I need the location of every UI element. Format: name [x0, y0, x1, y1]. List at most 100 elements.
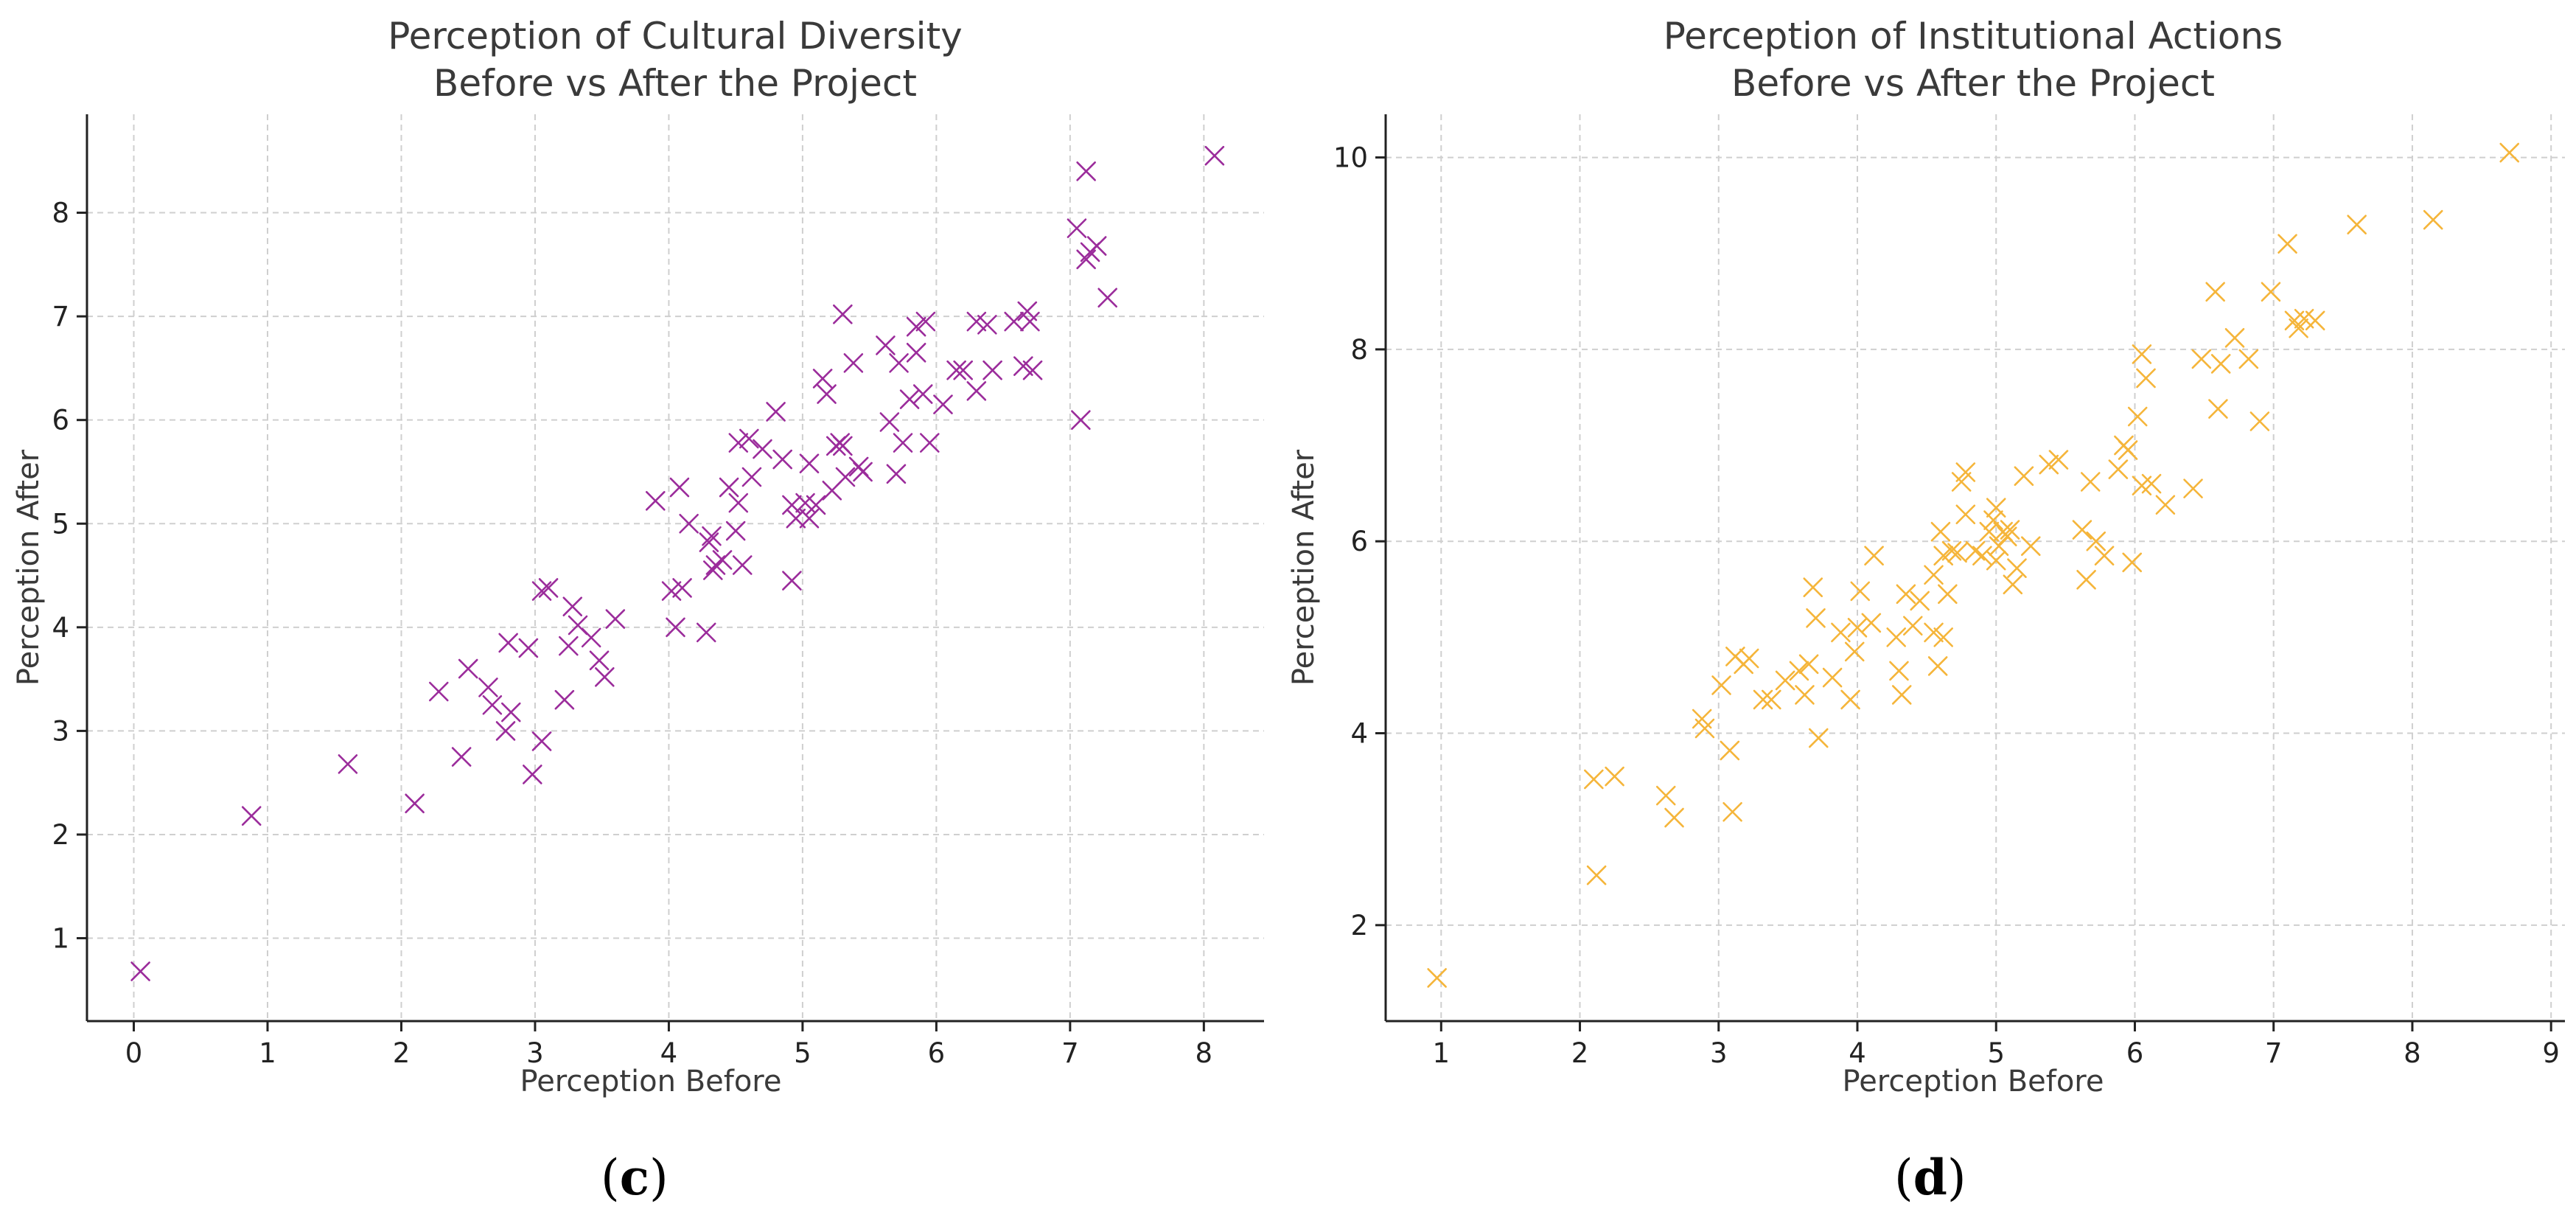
data-point [589, 650, 610, 671]
y-tick-label: 5 [52, 508, 69, 540]
data-point [899, 389, 920, 409]
data-point [843, 353, 864, 373]
panel-label-d: (d) [1894, 1149, 1966, 1206]
data-point [1753, 689, 1773, 710]
chart-title-d: Perception of Institutional Actions [1664, 15, 2283, 58]
data-point [1847, 618, 1868, 638]
data-point [2191, 349, 2212, 369]
data-point [1902, 616, 1923, 636]
data-point [428, 681, 449, 702]
data-point [2499, 142, 2520, 163]
data-point [458, 658, 478, 679]
data-point [1722, 801, 1742, 822]
data-point [1910, 591, 1930, 611]
x-tick-label: 6 [928, 1037, 946, 1069]
x-tick-label: 8 [1195, 1037, 1213, 1069]
y-tick-label: 8 [1350, 334, 1368, 366]
data-point [2020, 536, 2041, 557]
data-point [2080, 472, 2101, 492]
data-point [2039, 454, 2059, 475]
data-point [405, 793, 425, 814]
data-point [933, 394, 953, 414]
data-point [1955, 462, 1976, 482]
gridlines-c [87, 114, 1264, 1021]
data-point [338, 754, 358, 774]
x-tick-label: 0 [125, 1037, 143, 1069]
data-point [1789, 661, 1809, 681]
data-point [719, 477, 739, 498]
data-point [669, 477, 690, 498]
data-point [739, 428, 759, 449]
data-point [1798, 654, 1819, 675]
data-point [2205, 282, 2225, 302]
data-point [666, 617, 685, 638]
data-point [679, 513, 699, 534]
data-point [1947, 543, 1967, 563]
x-tick-label: 8 [2404, 1037, 2421, 1069]
data-point [1808, 728, 1829, 748]
y-tick-label: 1 [52, 923, 69, 955]
data-point [495, 721, 516, 741]
data-point [1761, 689, 1781, 710]
y-tick-label: 6 [1350, 526, 1368, 557]
data-point [766, 402, 786, 422]
data-point [1924, 565, 1944, 585]
data-point [2000, 520, 2020, 540]
data-point [672, 578, 692, 598]
data-point [531, 731, 552, 751]
data-point [1930, 521, 1951, 542]
data-point [906, 343, 926, 363]
data-point [1983, 510, 2003, 530]
data-point [835, 467, 856, 487]
x-tick-label: 2 [393, 1037, 411, 1069]
data-point [1775, 670, 1795, 691]
data-point [1013, 356, 1033, 376]
x-axis-label-d: Perception Before [1843, 1065, 2104, 1099]
data-point [2127, 406, 2148, 427]
data-point [782, 571, 802, 591]
x-axis-label-c: Perception Before [520, 1065, 782, 1099]
data-point [523, 765, 542, 784]
data-point [1739, 648, 1759, 669]
data-point [1822, 667, 1843, 688]
data-point [1204, 145, 1225, 166]
data-point [2136, 368, 2156, 389]
data-point [1605, 766, 1624, 787]
data-point [966, 381, 987, 401]
data-point [2014, 466, 2034, 486]
data-point [645, 491, 666, 511]
x-tick-label: 5 [1987, 1037, 2005, 1069]
data-point [451, 747, 472, 767]
data-point [241, 806, 262, 826]
data-point [728, 492, 749, 513]
scatter-chart-c: Perception of Cultural Diversity Before … [12, 15, 1264, 1206]
data-point [1806, 608, 1826, 628]
data-points-c [130, 145, 1225, 981]
data-point [1803, 577, 1823, 597]
y-tick-label: 2 [1350, 910, 1368, 941]
data-point [2048, 450, 2069, 470]
data-point [1020, 311, 1040, 332]
data-point [712, 550, 733, 570]
data-point [1694, 718, 1715, 739]
data-point [953, 360, 973, 380]
data-point [1795, 685, 1815, 705]
data-point [886, 464, 907, 484]
data-point [725, 521, 746, 541]
data-point [2141, 473, 2162, 494]
data-point [912, 384, 933, 404]
data-point [2249, 411, 2270, 431]
data-point [1004, 311, 1024, 332]
data-point [2210, 354, 2231, 374]
data-point [1891, 685, 1912, 705]
x-tick-label: 1 [1433, 1037, 1451, 1069]
data-point [2208, 399, 2228, 419]
panel-label-c: (c) [601, 1149, 669, 1206]
data-point [1889, 661, 1909, 681]
x-tick-label: 2 [1571, 1037, 1589, 1069]
data-point [500, 702, 521, 723]
data-point [1979, 521, 2000, 542]
data-point [1941, 540, 1962, 561]
data-point [2347, 215, 2367, 234]
data-point [1584, 769, 1604, 790]
